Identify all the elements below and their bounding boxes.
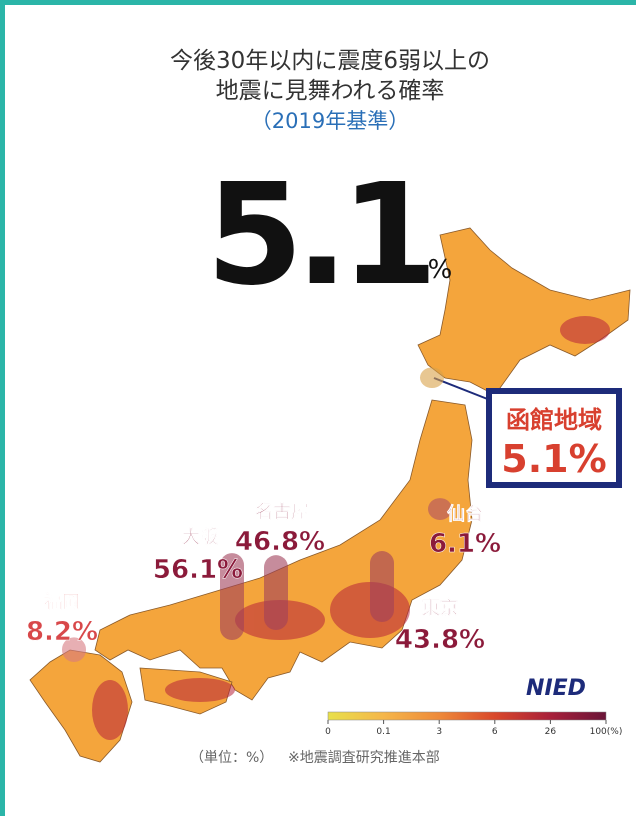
source: ※地震調査研究推進本部 — [288, 750, 440, 766]
probability-pillar — [428, 498, 452, 520]
unit-note: （単位：%） — [190, 750, 273, 766]
city-name: 仙台 — [447, 503, 483, 525]
city-name: 大阪 — [182, 526, 219, 548]
probability-pillar — [370, 551, 394, 622]
callout-pointer — [433, 377, 491, 401]
legend-tick-label: 100(%) — [590, 727, 623, 737]
city-name: 東京 — [422, 597, 458, 619]
city-name: 福岡 — [43, 591, 80, 613]
callout-region: 函館地域 — [506, 406, 602, 434]
hazard-area — [165, 678, 235, 702]
city-value: 56.1% — [153, 555, 243, 585]
legend-tick-label: 26 — [545, 727, 557, 737]
subtitle: （2019年基準） — [251, 109, 409, 133]
legend-tick-label: 0 — [325, 727, 331, 737]
hokkaido — [417, 227, 631, 396]
probability-pillar — [220, 553, 244, 640]
headline-value: 5.1 — [206, 154, 430, 317]
title-line: 今後30年以内に震度6弱以上の — [170, 48, 490, 74]
probability-pillar — [420, 367, 444, 388]
hazard-area — [92, 680, 128, 740]
city-value: 43.8% — [395, 625, 485, 655]
city-value: 46.8% — [235, 527, 325, 557]
probability-pillar — [264, 555, 288, 630]
city-value: 6.1% — [429, 529, 501, 559]
legend-tick-label: 6 — [492, 727, 498, 737]
title-line: 地震に見舞われる確率 — [216, 78, 445, 104]
logo: NIED — [526, 676, 586, 701]
top-border — [0, 0, 636, 5]
legend-tick-label: 0.1 — [376, 727, 390, 737]
probability-pillar — [62, 637, 86, 662]
legend-tick-label: 3 — [436, 727, 442, 737]
callout-value: 5.1% — [501, 437, 606, 481]
callout-inner — [492, 394, 616, 482]
headline-unit: % — [428, 255, 453, 285]
city-name: 名古屋 — [255, 501, 309, 523]
legend-colorbar — [327, 711, 607, 721]
city-value: 8.2% — [26, 617, 98, 647]
hazard-area — [560, 316, 610, 344]
left-border — [0, 0, 5, 816]
